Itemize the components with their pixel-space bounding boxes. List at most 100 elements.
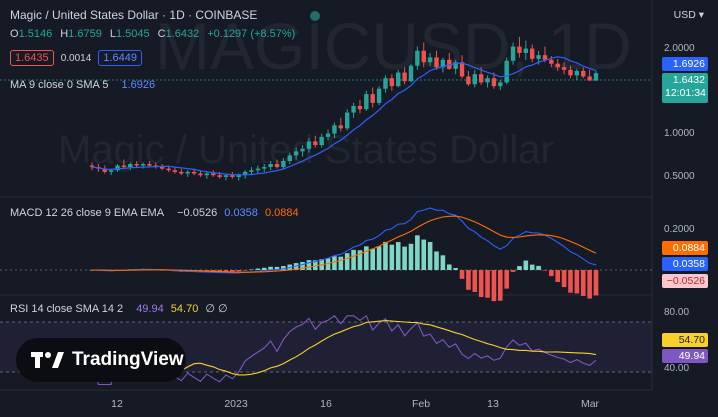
macd-hist-bar xyxy=(281,265,286,270)
macd-hist-bar xyxy=(383,241,388,270)
macd-hist-bar xyxy=(434,251,439,270)
candle-body xyxy=(485,78,490,83)
macd-hist-bar xyxy=(517,266,522,270)
macd-hist-bar xyxy=(230,270,235,272)
candle-body xyxy=(268,163,273,168)
macd-hist-bar xyxy=(364,246,369,270)
candle-body xyxy=(542,55,548,60)
ohlc-l: L1.5045 xyxy=(109,28,150,40)
candle-body xyxy=(159,167,165,169)
candle-body xyxy=(121,165,127,168)
macd-hist-bar xyxy=(312,260,318,270)
candle-body xyxy=(332,125,337,134)
price-tick-1: 2.0000 xyxy=(664,43,695,54)
macd-hist-bar xyxy=(504,270,509,289)
candle-body xyxy=(89,165,95,168)
macd-hist-bar xyxy=(491,270,497,302)
ma-value: 1.6926 xyxy=(121,79,156,91)
ohlc-c: C1.6432 xyxy=(157,28,200,40)
candle-body xyxy=(128,163,133,168)
macd-hist-bar xyxy=(510,270,516,272)
macd-signal-value: 0.0884 xyxy=(264,207,299,219)
candle-body xyxy=(172,170,178,172)
rsi-tick-1: 80.00 xyxy=(664,307,690,318)
tradingview-text: TradingView xyxy=(72,349,184,370)
last-price-value: 1.6432 xyxy=(672,74,705,86)
macd-hist-bar xyxy=(223,270,229,272)
candle-body xyxy=(364,94,369,110)
macd-hist-bar xyxy=(242,270,248,271)
candle-body xyxy=(255,168,261,171)
candle-body xyxy=(561,67,567,70)
price-tick-3: 0.5000 xyxy=(664,171,695,182)
currency-label: USD xyxy=(673,9,696,21)
trade-buttons: 1.6435 0.0014 1.6449 xyxy=(10,50,146,66)
candle-body xyxy=(466,76,471,85)
macd-hist-bar xyxy=(478,270,484,298)
ma-line xyxy=(91,56,597,176)
candle-body xyxy=(281,161,286,168)
candle-body xyxy=(319,136,324,146)
macd-hist-bar xyxy=(274,266,280,270)
candle-body xyxy=(293,151,299,156)
x-label-3: 16 xyxy=(320,398,332,410)
candle-body xyxy=(351,105,356,113)
candle-body xyxy=(472,74,477,85)
macd-hist-bar xyxy=(332,256,337,270)
candle-body xyxy=(306,141,312,149)
candle-body xyxy=(517,46,522,53)
candle-body xyxy=(530,48,535,59)
macd-value: 0.0358 xyxy=(224,207,258,219)
tradingview-logo[interactable]: TradingView xyxy=(16,338,186,382)
macd-hist-bar xyxy=(306,260,312,270)
candle-body xyxy=(421,50,426,63)
macd-hist-bar xyxy=(459,270,465,279)
macd-hist-bar xyxy=(466,270,471,290)
macd-legend: MACD 12 26 close 9 EMA EMA −0.0526 0.035… xyxy=(10,207,303,219)
candle-body xyxy=(325,133,331,137)
candle-body xyxy=(300,148,305,152)
watermark-name: Magic / United States Dollar xyxy=(58,128,554,172)
candle-body xyxy=(198,173,203,176)
macd-hist-bar xyxy=(370,248,376,270)
macd-hist-bar xyxy=(523,260,529,270)
x-label-1: 12 xyxy=(111,398,123,410)
macd-hist-bar xyxy=(568,270,573,293)
macd-hist-bar xyxy=(344,253,350,270)
candle-body xyxy=(287,155,292,162)
x-label-4: Feb xyxy=(411,398,431,410)
candle-body xyxy=(574,70,580,76)
spread-value: 0.0014 xyxy=(60,53,92,64)
rsi-legend: RSI 14 close SMA 14 2 49.94 54.70 ∅ ∅ xyxy=(10,302,232,315)
macd-hist-bar xyxy=(529,264,535,270)
candle-body xyxy=(166,168,171,171)
macd-hist-value: −0.0526 xyxy=(177,207,218,219)
x-label-2: 2023 xyxy=(224,398,248,410)
macd-hist-bar xyxy=(555,270,561,282)
macd-hist-bar xyxy=(580,270,586,296)
rsi-extra: ∅ ∅ xyxy=(205,303,228,315)
macd-hist-bar xyxy=(268,266,273,270)
candle-body xyxy=(568,69,573,76)
buy-button[interactable]: 1.6449 xyxy=(98,50,143,66)
candle-body xyxy=(498,82,503,87)
currency-selector[interactable]: USD ▾ xyxy=(673,9,704,21)
rsi-sma-tag: 54.70 xyxy=(662,333,708,347)
macd-hist-bar xyxy=(472,270,478,292)
settings-dot-icon[interactable] xyxy=(310,11,320,21)
candle-body xyxy=(581,70,586,77)
candle-body xyxy=(223,175,229,177)
macd-hist-bar xyxy=(440,255,446,270)
macd-hist-bar xyxy=(536,265,541,270)
candle-body xyxy=(478,74,484,83)
candle-body xyxy=(383,78,388,89)
rsi-tick-2: 40.00 xyxy=(664,363,690,374)
candle-body xyxy=(504,60,509,83)
candle-body xyxy=(217,175,222,177)
macd-hist-bar xyxy=(255,268,261,270)
sell-button[interactable]: 1.6435 xyxy=(10,50,54,66)
candle-body xyxy=(274,163,280,168)
candle-body xyxy=(523,48,529,53)
candle-body xyxy=(510,46,516,61)
